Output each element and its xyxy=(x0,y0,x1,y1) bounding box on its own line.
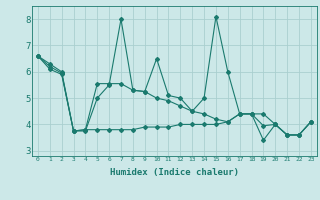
X-axis label: Humidex (Indice chaleur): Humidex (Indice chaleur) xyxy=(110,168,239,177)
